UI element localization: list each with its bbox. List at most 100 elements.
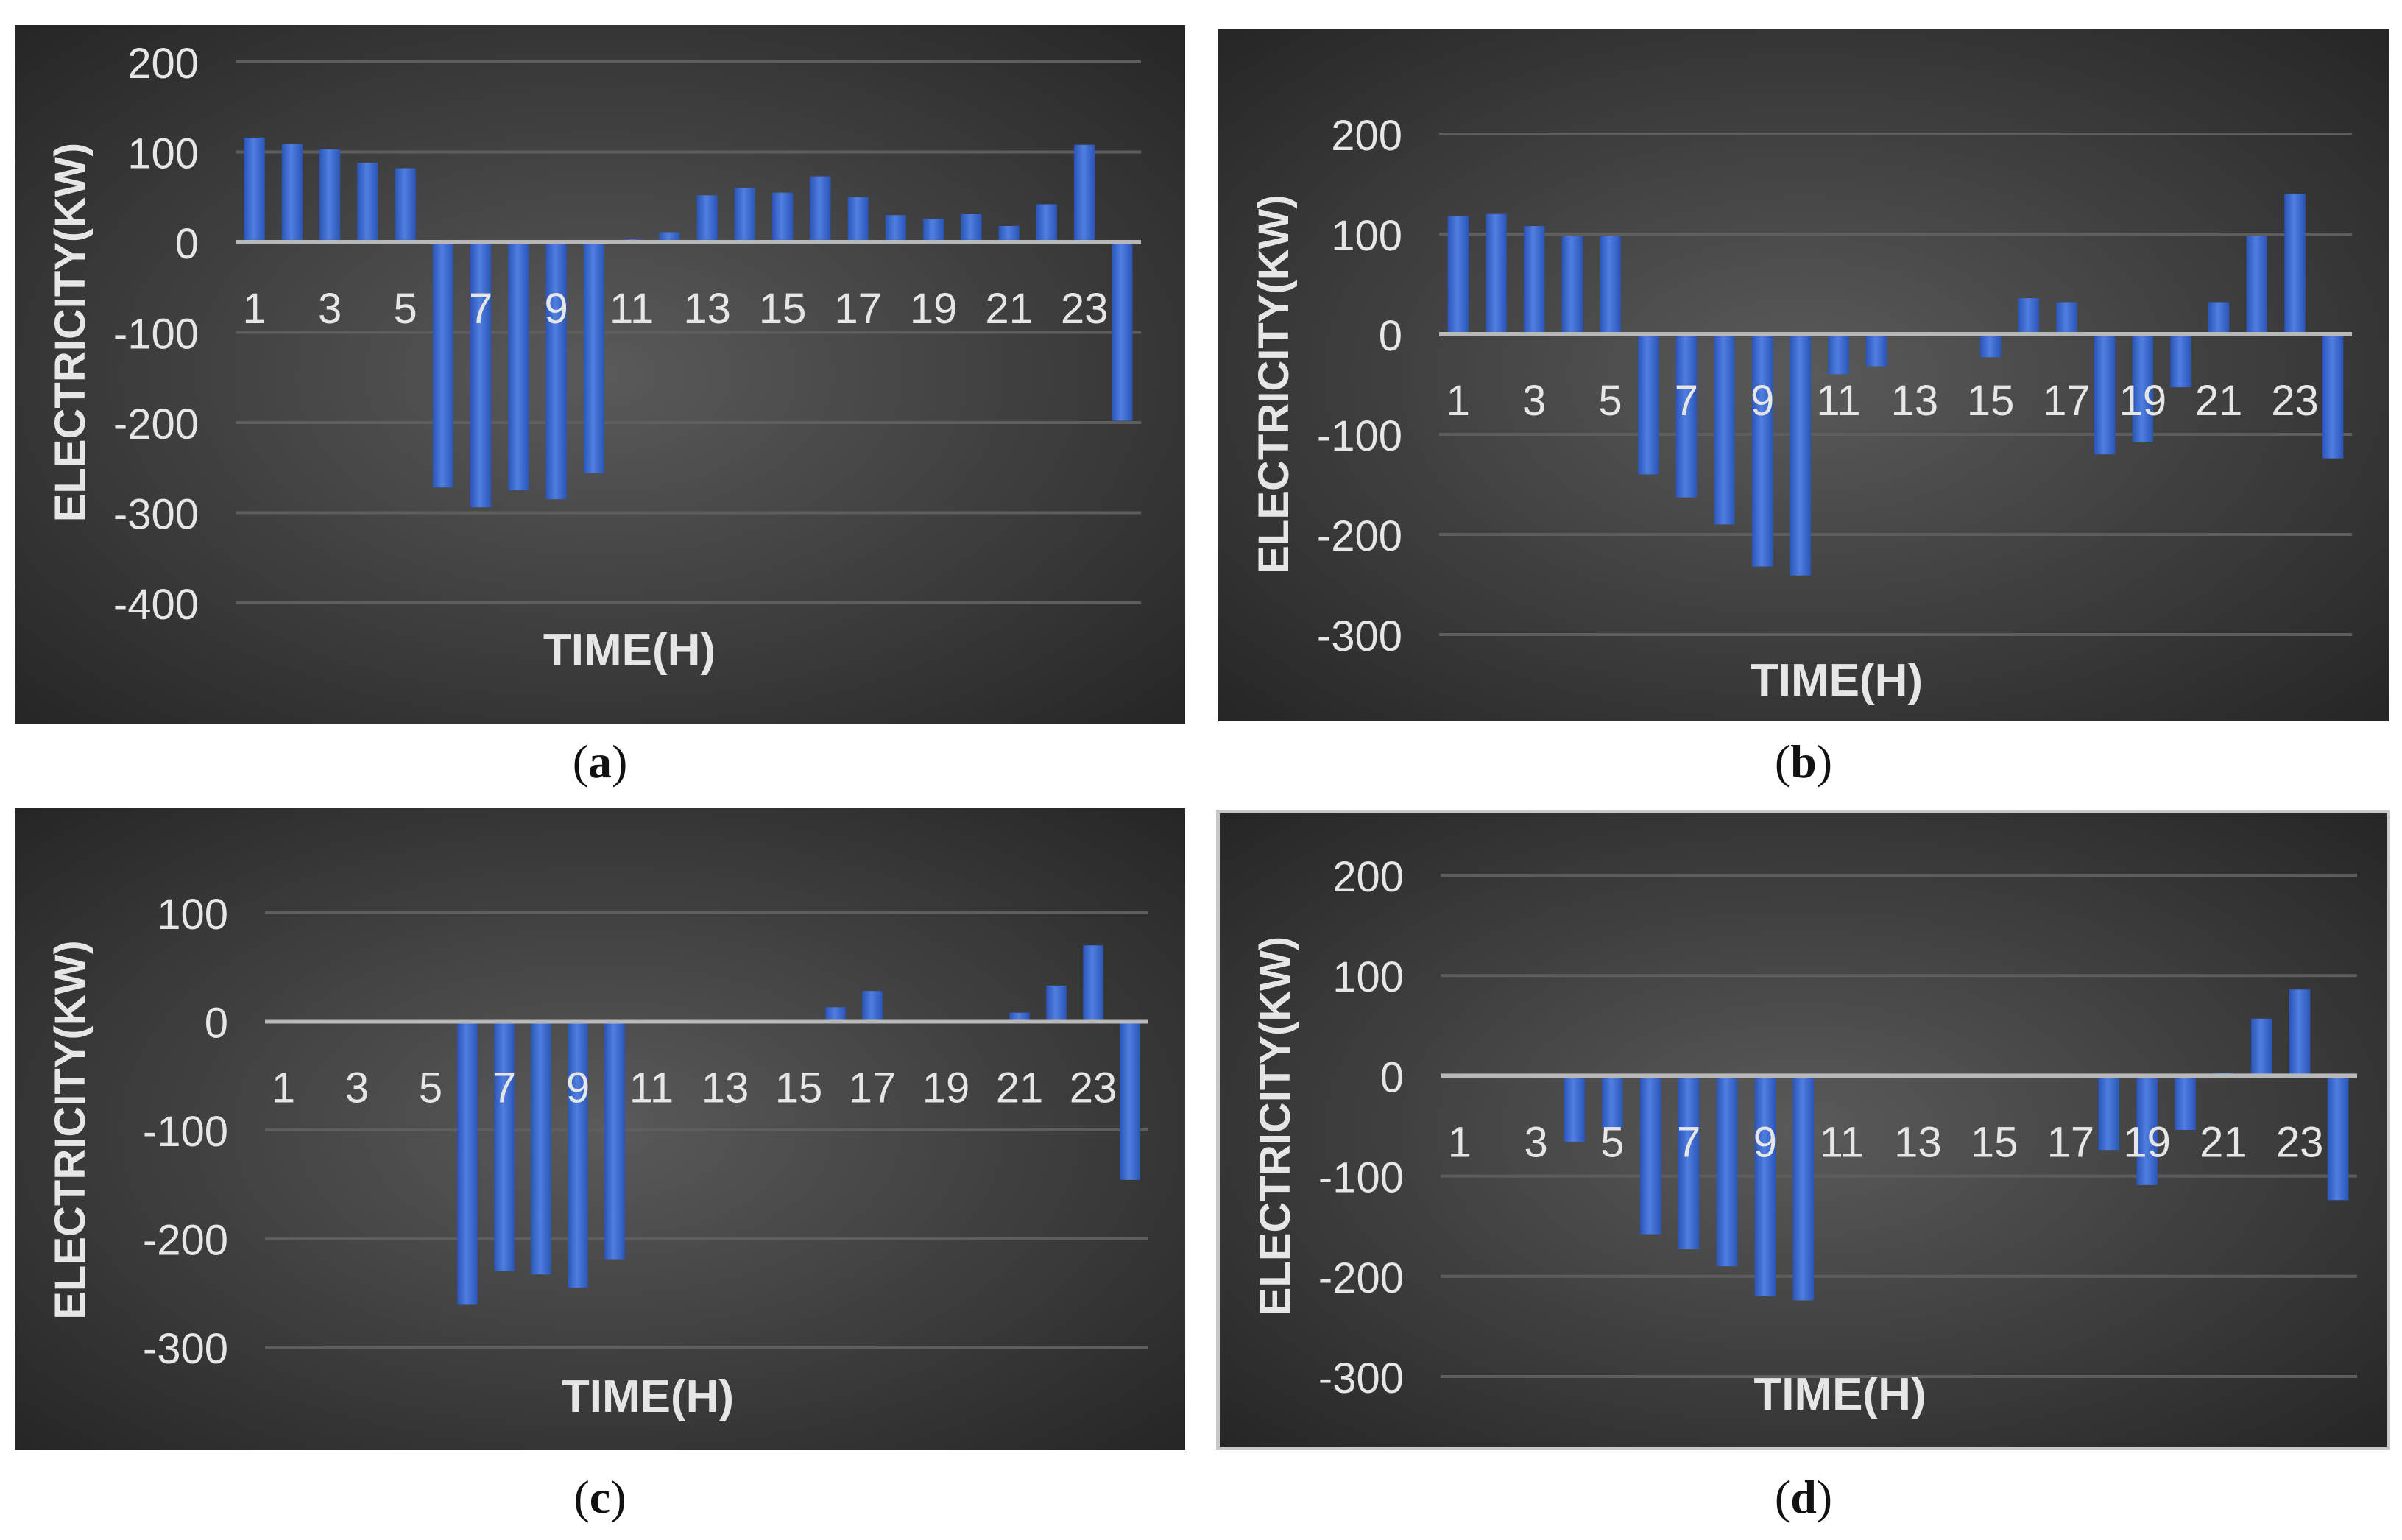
x-tick-label: 23 (1070, 1064, 1117, 1112)
bar-hour-22 (2246, 236, 2268, 334)
bar-hour-19 (2136, 1075, 2158, 1185)
bar-hour-16 (825, 1007, 846, 1022)
chart-panel-d: 200 100 0 -100 -200 -300 1 3 5 7 9 11 13 15 17 19 21 23 TI… (1216, 810, 2390, 1450)
y-tick-label: -200 (113, 400, 199, 448)
x-tick-label: 21 (2195, 377, 2243, 425)
bar-hour-8 (531, 1021, 551, 1275)
x-axis-title: TIME(H) (562, 1371, 734, 1422)
x-tick-label: 17 (849, 1064, 897, 1112)
bar-hour-24 (1120, 1021, 1140, 1180)
x-tick-label: 15 (1967, 377, 2015, 425)
bar-hour-8 (508, 242, 529, 490)
bar-hour-12 (659, 232, 680, 242)
x-tick-label: 1 (1447, 377, 1470, 425)
bar-hour-12 (1865, 334, 1887, 367)
x-axis-title: TIME(H) (1751, 655, 1923, 706)
bar-hour-13 (696, 195, 718, 242)
bar-hour-3 (1523, 226, 1545, 334)
bar-hour-7 (1675, 334, 1698, 498)
bar-hour-6 (1640, 1075, 1661, 1235)
x-axis-title: TIME(H) (543, 625, 716, 676)
bar-hour-10 (1790, 334, 1812, 576)
bar-hour-18 (2098, 1075, 2120, 1151)
bar-hour-17 (2056, 302, 2077, 334)
bar-hour-6 (1637, 334, 1659, 475)
y-tick-label: -100 (1317, 412, 1402, 460)
x-tick-label: 23 (2276, 1118, 2324, 1166)
bar-hour-23 (2289, 989, 2311, 1076)
x-tick-label: 7 (1675, 377, 1698, 425)
y-tick-label: 200 (1332, 853, 1404, 901)
x-tick-label: 5 (419, 1064, 442, 1112)
bar-hour-7 (494, 1021, 515, 1271)
y-tick-label: -400 (113, 581, 199, 629)
x-tick-label: 21 (996, 1064, 1044, 1112)
bar-hour-22 (1036, 204, 1057, 242)
x-tick-label: 15 (759, 285, 807, 333)
x-tick-label: 5 (1598, 377, 1622, 425)
chart-panel-c: 100 0 -100 -200 -300 1 3 5 7 9 11 13 15 17 19 21 23 TIME(… (15, 808, 1185, 1450)
x-tick-label: 1 (1448, 1118, 1472, 1166)
x-tick-label: 7 (469, 285, 492, 333)
x-tick-label: 9 (544, 285, 568, 333)
x-tick-label: 13 (702, 1064, 749, 1112)
bar-hour-4 (357, 163, 378, 242)
y-tick-label: -300 (1317, 612, 1402, 660)
x-tick-label: 3 (1522, 377, 1546, 425)
bar-hour-2 (281, 144, 303, 242)
bar-hour-14 (734, 188, 755, 242)
y-tick-label: 0 (1380, 1053, 1404, 1101)
bar-hour-9 (1751, 334, 1773, 567)
x-tick-label: 7 (1677, 1118, 1700, 1166)
x-tick-label: 21 (985, 285, 1033, 333)
x-tick-label: 19 (2119, 377, 2167, 425)
y-tick-label: -300 (143, 1325, 228, 1373)
bar-hour-23 (1074, 144, 1095, 242)
bar-hour-20 (2175, 1075, 2196, 1130)
x-tick-label: 3 (345, 1064, 369, 1112)
x-tick-label: 23 (2271, 377, 2319, 425)
x-tick-label: 23 (1061, 285, 1109, 333)
bar-hour-6 (457, 1021, 478, 1305)
y-tick-label: -300 (113, 491, 199, 539)
x-tick-label: 1 (242, 285, 266, 333)
y-tick-label: 0 (205, 1000, 228, 1048)
bar-hour-5 (1600, 236, 1621, 334)
bar-hour-3 (319, 149, 341, 242)
x-tick-label: 5 (1600, 1118, 1624, 1166)
x-tick-label: 3 (1525, 1118, 1548, 1166)
x-tick-label: 11 (610, 285, 654, 333)
y-tick-label: 200 (127, 40, 199, 88)
x-tick-label: 1 (272, 1064, 295, 1112)
y-tick-label: -200 (1317, 512, 1402, 560)
x-tick-label: 11 (1816, 377, 1860, 425)
x-tick-label: 9 (1751, 377, 1774, 425)
bar-hour-20 (961, 214, 982, 242)
bar-hour-22 (1046, 985, 1067, 1022)
bar-hour-5 (395, 168, 416, 242)
bar-hour-16 (810, 176, 831, 242)
y-axis-title: ELECTRICITY(KW) (1251, 936, 1299, 1316)
x-tick-label: 5 (393, 285, 417, 333)
x-tick-label: 9 (566, 1064, 590, 1112)
bar-hour-8 (1714, 334, 1735, 525)
x-axis-title: TIME(H) (1753, 1369, 1926, 1420)
bar-hour-5 (1602, 1075, 1623, 1128)
x-tick-label: 13 (1891, 377, 1939, 425)
bar-hour-24 (2327, 1075, 2349, 1201)
bar-hour-9 (545, 242, 567, 500)
caption-a: (a) (572, 735, 628, 788)
bar-hour-6 (432, 242, 453, 488)
bar-hour-24 (2322, 334, 2344, 459)
bar-hour-21 (2208, 302, 2230, 334)
x-tick-label: 17 (834, 285, 882, 333)
x-tick-label: 15 (1971, 1118, 2018, 1166)
bar-hour-15 (1979, 334, 2002, 358)
y-tick-label: -200 (1318, 1254, 1404, 1302)
bar-hour-24 (1112, 242, 1133, 421)
bar-hour-21 (1009, 1012, 1030, 1022)
bar-hour-2 (1486, 213, 1507, 334)
